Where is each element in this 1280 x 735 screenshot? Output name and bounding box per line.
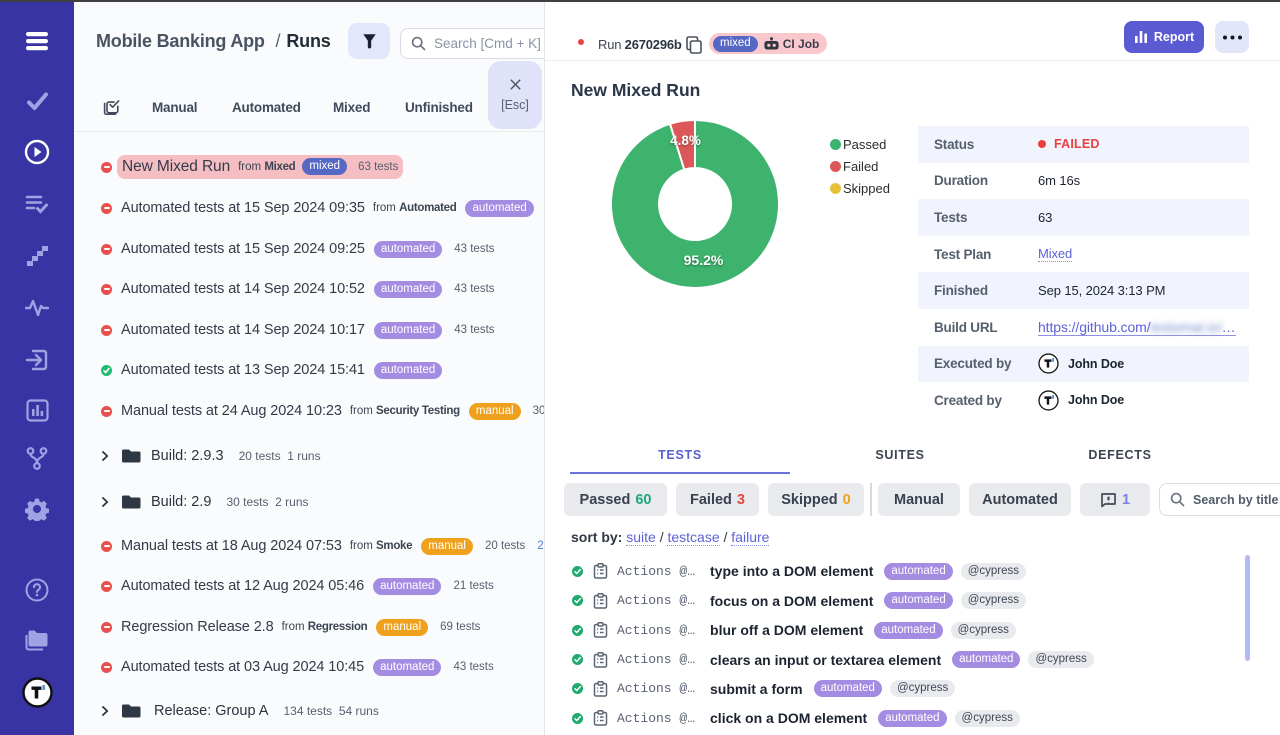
svg-text:95.2%: 95.2% — [684, 252, 724, 268]
svg-text:4.8%: 4.8% — [670, 133, 701, 148]
